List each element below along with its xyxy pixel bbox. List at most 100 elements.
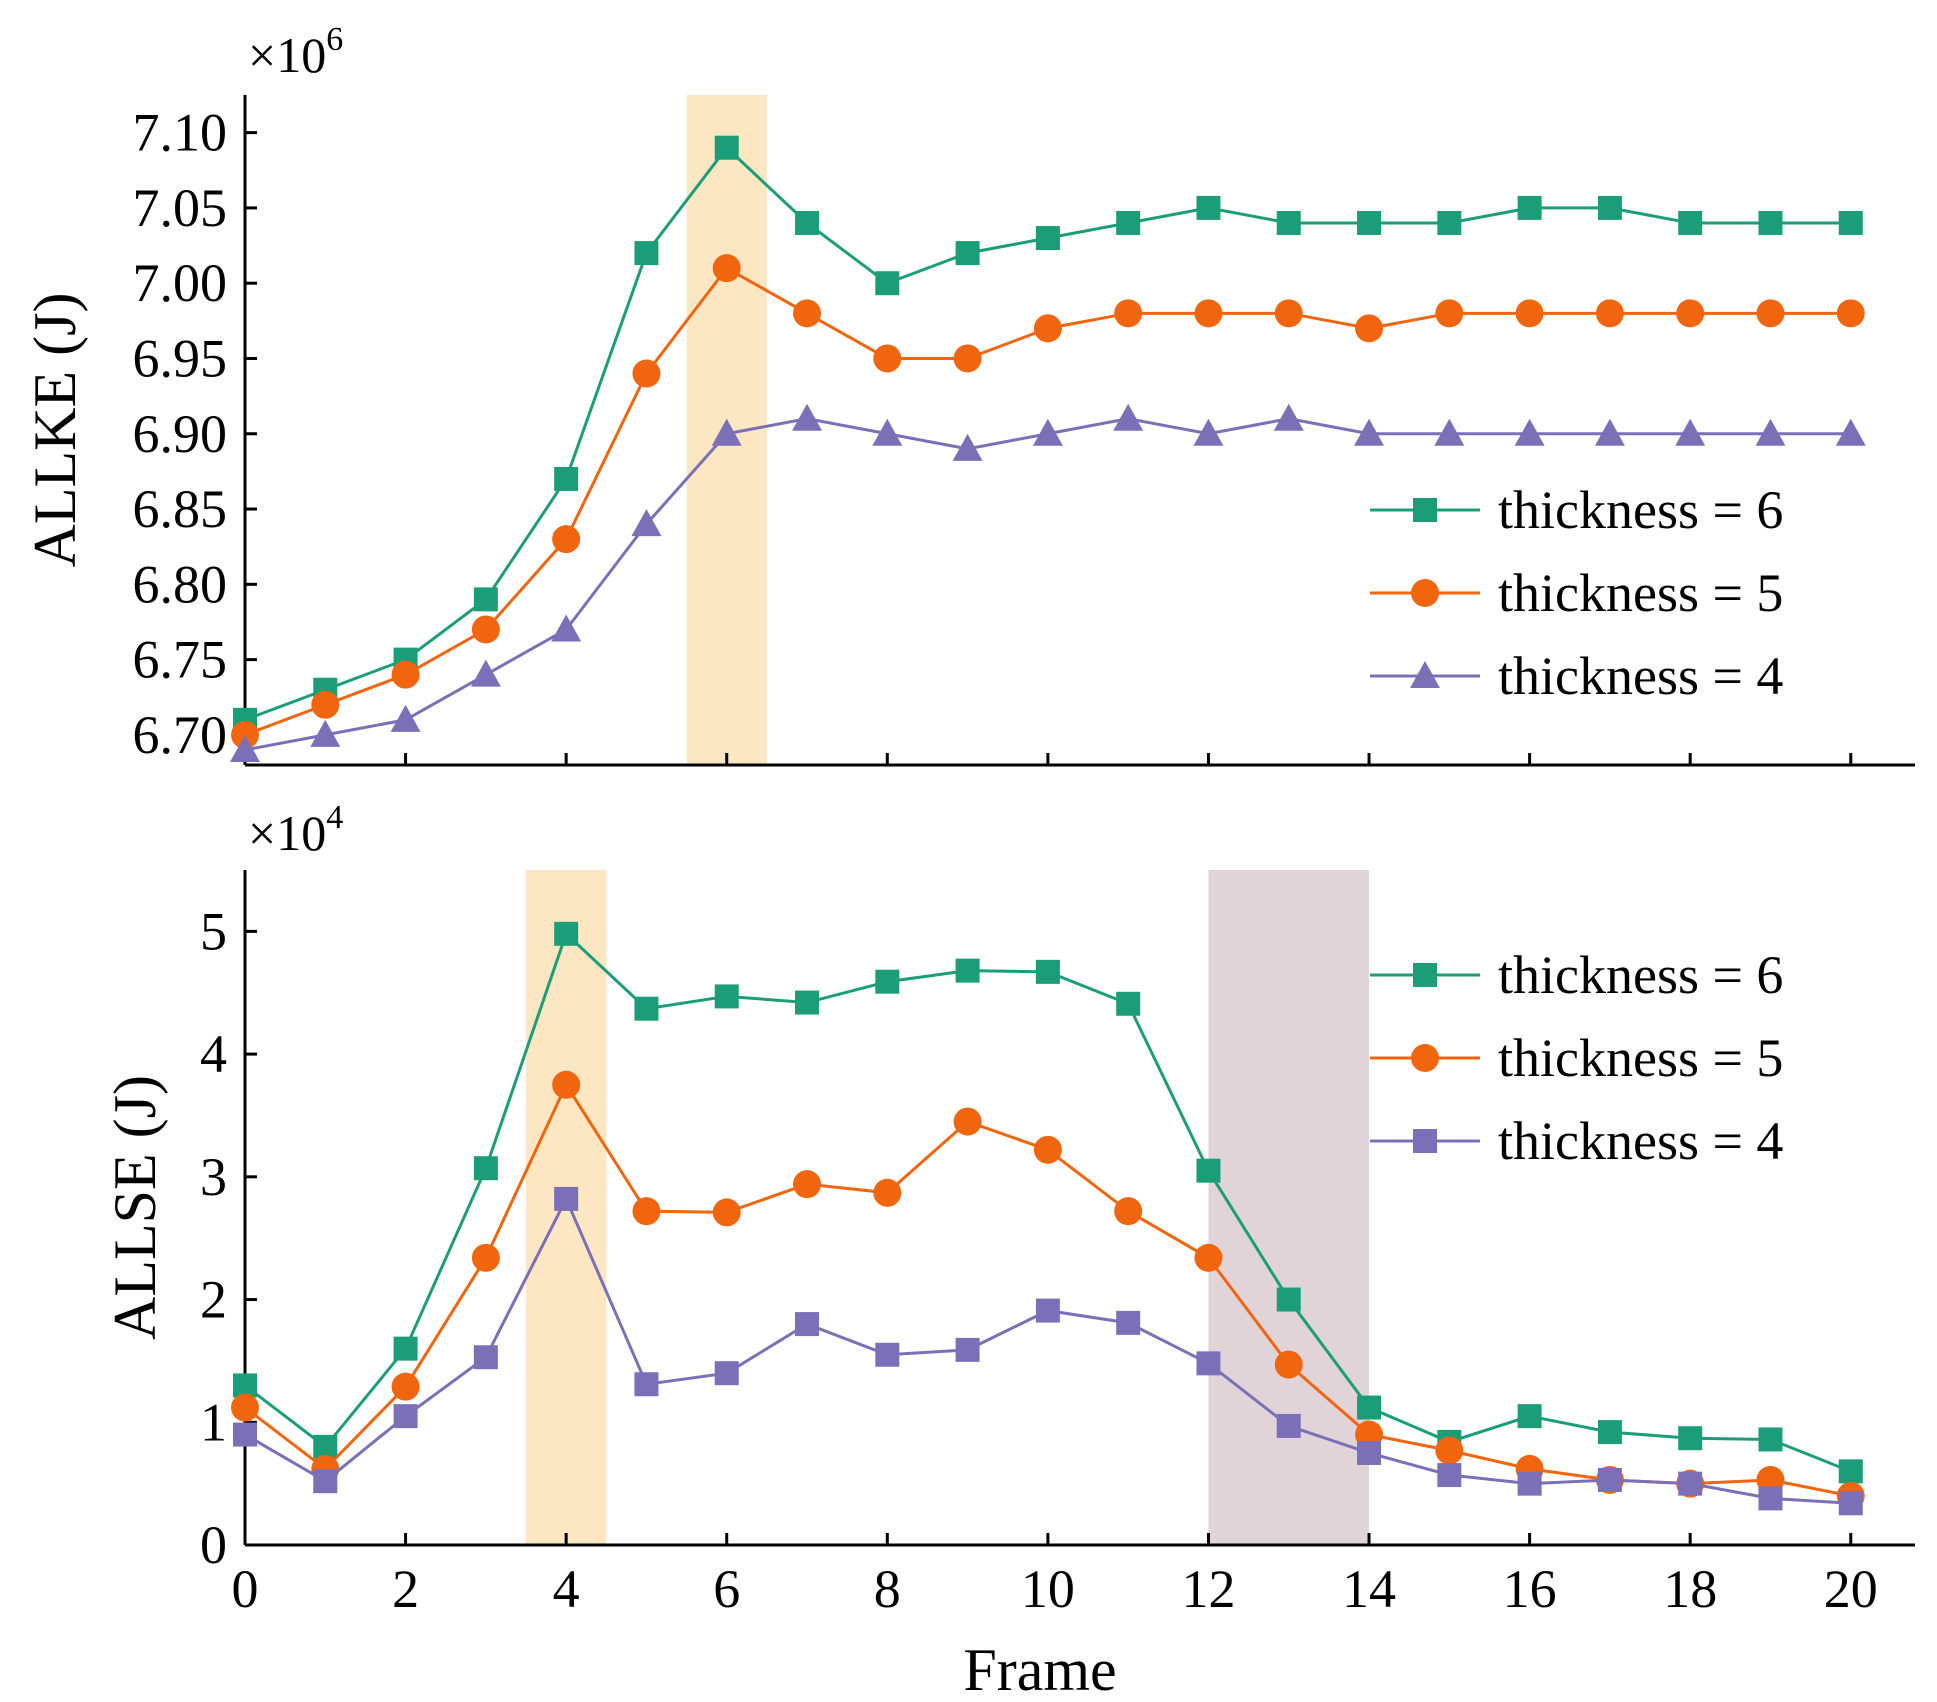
y-tick-label: 7.10 xyxy=(133,103,228,163)
data-point xyxy=(310,719,341,747)
data-point xyxy=(233,1422,257,1447)
series-2 xyxy=(233,1186,1863,1516)
data-point xyxy=(1758,1427,1783,1452)
data-point xyxy=(1597,1467,1622,1492)
y-tick-label: 5 xyxy=(200,901,227,961)
data-point xyxy=(552,1070,581,1099)
data-point xyxy=(1035,1298,1060,1323)
data-point xyxy=(1756,299,1785,328)
data-point xyxy=(1758,210,1783,235)
data-point xyxy=(1196,195,1221,220)
x-tick-label: 0 xyxy=(232,1559,259,1619)
legend: thickness = 6 thickness = 5 thickness = 4 xyxy=(1370,480,1783,706)
data-point xyxy=(390,704,421,732)
legend-marker xyxy=(1413,1129,1437,1153)
data-point xyxy=(711,418,742,446)
data-point xyxy=(1196,1158,1221,1183)
data-point xyxy=(955,1337,980,1362)
axis-multiplier: ×104 xyxy=(248,799,343,861)
data-point xyxy=(1354,418,1385,446)
multiplier-exponent: 4 xyxy=(326,799,343,836)
y-tick-label: 6.90 xyxy=(133,404,228,464)
data-point xyxy=(1517,195,1542,220)
data-point xyxy=(875,271,900,296)
data-point xyxy=(873,1178,902,1207)
data-point xyxy=(634,241,659,266)
data-point xyxy=(470,659,501,687)
data-point xyxy=(634,996,659,1021)
x-tick-label: 16 xyxy=(1503,1559,1557,1619)
data-point xyxy=(714,1361,739,1386)
y-tick-label: 6.70 xyxy=(133,705,228,765)
data-point xyxy=(875,969,900,994)
data-point xyxy=(1515,299,1544,328)
data-point xyxy=(712,1198,741,1227)
data-point xyxy=(1514,418,1545,446)
data-point xyxy=(632,359,661,388)
data-point xyxy=(714,135,739,160)
legend-label: thickness = 4 xyxy=(1498,1111,1783,1171)
data-point xyxy=(1113,403,1144,431)
data-point xyxy=(1755,418,1786,446)
chart-panel-top: 6.70 6.75 6.80 6.85 6.90 6.95 7.00 7.05 7.10 ×106… xyxy=(22,21,1915,767)
data-point xyxy=(1193,418,1224,446)
data-point xyxy=(795,990,820,1015)
x-tick-label: 12 xyxy=(1181,1559,1235,1619)
data-point xyxy=(233,1373,257,1398)
data-point xyxy=(632,1197,661,1226)
data-point xyxy=(1355,314,1384,343)
data-point xyxy=(1597,195,1622,220)
data-point xyxy=(393,1404,418,1429)
legend-marker xyxy=(1411,1044,1439,1072)
y-tick-label: 6.85 xyxy=(133,479,228,539)
data-point xyxy=(634,1372,659,1397)
data-point xyxy=(1116,991,1141,1016)
data-point xyxy=(873,344,902,373)
data-point xyxy=(1033,1135,1062,1164)
data-point xyxy=(795,1312,820,1337)
data-point xyxy=(554,921,579,946)
y-tick-label: 6.95 xyxy=(133,328,228,388)
data-point xyxy=(1035,959,1060,984)
data-point xyxy=(1114,299,1143,328)
data-point xyxy=(1675,418,1706,446)
data-point xyxy=(1678,1471,1703,1496)
data-point xyxy=(231,1393,259,1422)
data-point xyxy=(1273,403,1304,431)
y-tick-label: 6.75 xyxy=(133,630,228,690)
legend-label: thickness = 6 xyxy=(1498,480,1783,540)
data-point xyxy=(554,466,579,491)
y-tick-label: 3 xyxy=(200,1147,227,1207)
series-0 xyxy=(233,135,1863,732)
data-point xyxy=(1276,1413,1301,1438)
legend-label: thickness = 5 xyxy=(1498,1028,1783,1088)
y-axis-title: ALLSE (J) xyxy=(102,1075,168,1340)
data-point xyxy=(1676,299,1705,328)
data-point xyxy=(1196,1351,1221,1376)
data-point xyxy=(1838,1491,1863,1516)
y-tick-label: 7.05 xyxy=(133,178,228,238)
data-point xyxy=(230,734,260,762)
x-tick-label: 6 xyxy=(713,1559,740,1619)
series-1 xyxy=(231,254,1865,749)
data-point xyxy=(471,1243,500,1272)
data-point xyxy=(875,1342,900,1367)
multiplier-base: ×10 xyxy=(248,27,326,83)
data-point xyxy=(1357,1395,1382,1420)
legend-marker xyxy=(1410,661,1440,688)
data-point xyxy=(792,403,823,431)
series-0 xyxy=(233,921,1863,1484)
data-point xyxy=(953,344,982,373)
legend: thickness = 6 thickness = 5 thickness = 4 xyxy=(1370,945,1783,1171)
data-point xyxy=(955,958,980,983)
data-point xyxy=(1758,1486,1783,1511)
data-point xyxy=(1435,1436,1464,1465)
series-2 xyxy=(230,403,1866,762)
data-point xyxy=(1033,314,1062,343)
data-point xyxy=(1116,210,1141,235)
data-point xyxy=(1274,1350,1303,1379)
data-point xyxy=(872,418,903,446)
y-tick-label: 1 xyxy=(200,1392,227,1452)
data-point xyxy=(793,1170,822,1199)
